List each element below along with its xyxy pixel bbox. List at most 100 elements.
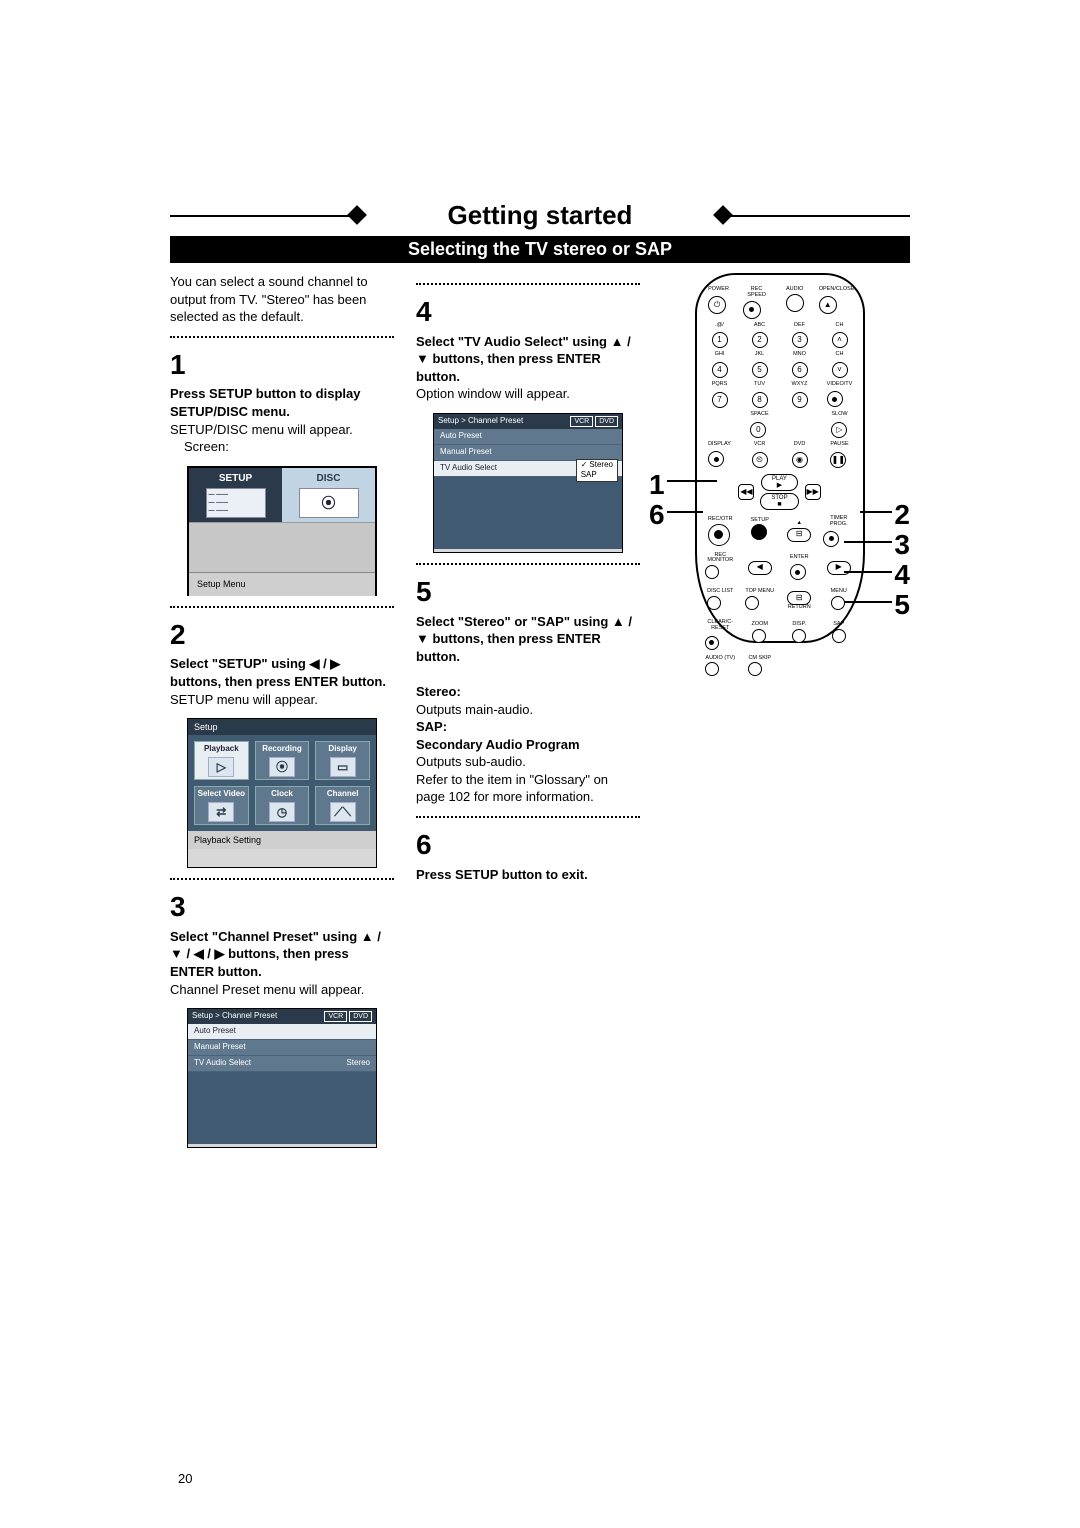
rec-monitor-button[interactable]	[705, 565, 719, 579]
btn-caption: OPEN/CLOSE	[819, 287, 855, 293]
divider	[170, 878, 394, 880]
step-number: 4	[416, 293, 640, 331]
option-sap: SAP	[581, 470, 613, 480]
clear-button[interactable]	[705, 636, 719, 650]
ch-up-button[interactable]: ˄	[832, 332, 848, 348]
setup-thumb: — ——— ——— ——	[206, 488, 266, 518]
video-tv-button[interactable]	[827, 391, 843, 407]
zoom-button[interactable]	[752, 629, 766, 643]
pause-button[interactable]: ❚❚	[830, 452, 846, 468]
display-button[interactable]	[708, 451, 724, 467]
btn-caption: POWER	[708, 287, 729, 293]
text-ref: Refer to the item in "Glossary" on page …	[416, 771, 640, 806]
key-8[interactable]: 8	[752, 392, 768, 408]
grid-item: Display▭	[315, 741, 370, 780]
btn-caption: AUDIO	[786, 287, 804, 293]
screen-tab-setup: SETUP — ——— ——— ——	[189, 468, 282, 522]
label: SETUP	[219, 472, 252, 486]
stop-button[interactable]: STOP■	[760, 493, 798, 510]
step-instruction: Select "Stereo" or "SAP" using ▲ / ▼ but…	[416, 613, 640, 666]
step-instruction: Press SETUP button to exit.	[416, 866, 640, 884]
list-row: TV Audio SelectStereo	[188, 1056, 376, 1072]
step-result: Option window will appear.	[416, 385, 640, 403]
text-sap: Outputs sub-audio.	[416, 753, 640, 771]
rew-button[interactable]: ◀◀	[738, 484, 754, 500]
timer-prog-button[interactable]	[823, 531, 839, 547]
disc-list-button[interactable]	[707, 596, 721, 610]
section-subtitle: Selecting the TV stereo or SAP	[170, 236, 910, 263]
key-6[interactable]: 6	[792, 362, 808, 378]
key-9[interactable]: 9	[792, 392, 808, 408]
rec-otr-button[interactable]	[708, 524, 730, 546]
screen-tv-audio-select: Setup > Channel Preset VCRDVD Auto Prese…	[433, 413, 623, 553]
ff-button[interactable]: ▶▶	[805, 484, 821, 500]
key-1[interactable]: 1	[712, 332, 728, 348]
screen-setup-grid: Setup Playback▷ Recording⦿ Display▭ Sele…	[187, 718, 377, 868]
play-button[interactable]: PLAY▶	[761, 474, 798, 491]
step-number: 1	[170, 346, 394, 384]
menu-button[interactable]	[831, 596, 845, 610]
label-sap-full: Secondary Audio Program	[416, 736, 640, 754]
sap-button[interactable]	[832, 629, 846, 643]
grid-item: Channel⟋⟍	[315, 786, 370, 825]
step-number: 2	[170, 616, 394, 654]
top-menu-button[interactable]	[745, 596, 759, 610]
setup-button[interactable]	[751, 524, 767, 540]
section-title: Getting started	[448, 200, 633, 231]
nav-left-button[interactable]: ◀	[748, 561, 772, 575]
screen-header: Setup > Channel Preset	[438, 416, 523, 427]
list-row: TV Audio Select Stereo SAP	[434, 461, 622, 477]
intro-text: You can select a sound channel to output…	[170, 273, 394, 326]
open-close-button[interactable]: ▲	[819, 296, 837, 314]
section-title-row: Getting started	[170, 200, 910, 230]
divider	[170, 336, 394, 338]
option-stereo: Stereo	[581, 460, 613, 470]
rec-speed-button[interactable]	[743, 301, 761, 319]
ch-down-button[interactable]: ˅	[832, 362, 848, 378]
audio-tv-button[interactable]	[705, 662, 719, 676]
list-row: Manual Preset	[188, 1040, 376, 1056]
nav-down-button[interactable]: ⊟	[787, 591, 811, 605]
nav-right-button[interactable]: ▶	[827, 561, 851, 575]
label-stereo: Stereo:	[416, 683, 640, 701]
key-2[interactable]: 2	[752, 332, 768, 348]
column-1: You can select a sound channel to output…	[170, 273, 394, 1158]
divider	[170, 606, 394, 608]
screen-footer: Setup Menu	[189, 572, 375, 596]
screen-header: Setup	[188, 719, 376, 735]
step-instruction: Select "Channel Preset" using ▲ / ▼ / ◀ …	[170, 928, 394, 981]
key-4[interactable]: 4	[712, 362, 728, 378]
mode-badges: VCRDVD	[322, 1011, 372, 1022]
screen-channel-preset: Setup > Channel Preset VCRDVD Auto Prese…	[187, 1008, 377, 1148]
vcr-button[interactable]: ⧀	[752, 452, 768, 468]
screen-setup-disc: SETUP — ——— ——— —— DISC ⦿ Setup Menu	[187, 466, 377, 596]
step-number: 6	[416, 826, 640, 864]
callout-5: 5	[894, 586, 910, 624]
step-instruction: Select "TV Audio Select" using ▲ / ▼ but…	[416, 333, 640, 386]
enter-button[interactable]	[790, 564, 806, 580]
key-5[interactable]: 5	[752, 362, 768, 378]
cm-skip-button[interactable]	[748, 662, 762, 676]
list-row: Auto Preset	[188, 1024, 376, 1040]
disp-button[interactable]	[792, 629, 806, 643]
step-result: Channel Preset menu will appear.	[170, 981, 394, 999]
text-stereo: Outputs main-audio.	[416, 701, 640, 719]
screen-label: Screen:	[184, 438, 394, 456]
manual-page: Getting started Selecting the TV stereo …	[0, 0, 1080, 1528]
page-number: 20	[178, 1471, 192, 1486]
power-button[interactable]: ⏻	[708, 296, 726, 314]
nav-up-button[interactable]: ⊟	[787, 528, 811, 542]
key-7[interactable]: 7	[712, 392, 728, 408]
slow-button[interactable]: ▷	[831, 422, 847, 438]
grid-item: Recording⦿	[255, 741, 310, 780]
callout-6: 6	[649, 496, 665, 534]
option-popup: Stereo SAP	[576, 459, 618, 482]
column-2: 4 Select "TV Audio Select" using ▲ / ▼ b…	[416, 273, 640, 1158]
grid-item: Clock◷	[255, 786, 310, 825]
key-3[interactable]: 3	[792, 332, 808, 348]
dvd-button[interactable]: ◉	[792, 452, 808, 468]
column-3: 1 6 2 3 4 5 POWER⏻ REC SPEED	[662, 273, 892, 1158]
step-number: 3	[170, 888, 394, 926]
audio-button[interactable]	[786, 294, 804, 312]
key-0[interactable]: 0	[750, 422, 766, 438]
